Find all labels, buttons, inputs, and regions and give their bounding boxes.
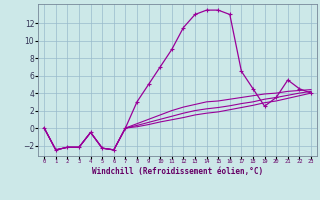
X-axis label: Windchill (Refroidissement éolien,°C): Windchill (Refroidissement éolien,°C) bbox=[92, 167, 263, 176]
